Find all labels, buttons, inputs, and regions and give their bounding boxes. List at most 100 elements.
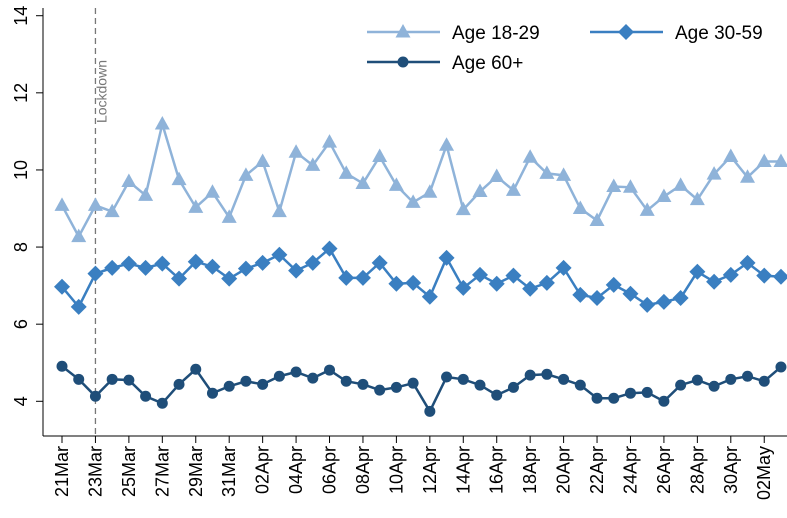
marker: [304, 254, 321, 271]
x-tick-label: 02Apr: [253, 446, 273, 494]
marker: [254, 254, 271, 271]
x-tick-label: 10Apr: [386, 446, 406, 494]
marker: [522, 149, 538, 163]
marker: [488, 275, 505, 292]
marker: [742, 370, 754, 382]
marker: [455, 279, 472, 296]
annotation: Lockdown: [93, 60, 109, 123]
marker: [87, 265, 104, 282]
marker: [658, 395, 670, 407]
marker: [507, 381, 519, 393]
marker: [123, 374, 135, 386]
marker: [472, 266, 488, 283]
marker: [618, 24, 634, 40]
marker: [340, 375, 352, 387]
marker: [255, 153, 271, 167]
marker: [187, 253, 204, 270]
marker: [672, 289, 689, 306]
marker: [457, 373, 469, 385]
y-tick-label: 6: [11, 319, 31, 329]
marker: [70, 298, 87, 315]
marker: [388, 177, 404, 191]
marker: [104, 203, 120, 218]
x-tick-label: 12Apr: [420, 446, 440, 494]
marker: [689, 263, 706, 280]
marker: [641, 386, 653, 398]
marker: [524, 369, 536, 381]
marker: [89, 390, 101, 402]
marker: [522, 280, 539, 297]
marker: [371, 254, 388, 271]
marker: [56, 360, 68, 372]
marker: [338, 269, 355, 286]
marker: [374, 384, 386, 396]
x-tick-label: 23Mar: [85, 446, 105, 497]
marker: [739, 254, 756, 271]
marker: [706, 273, 723, 290]
marker: [190, 363, 202, 375]
marker: [758, 375, 770, 387]
marker: [622, 285, 639, 302]
marker: [237, 260, 254, 277]
legend-label: Age 30-59: [675, 23, 763, 44]
marker: [606, 178, 622, 193]
marker: [438, 249, 455, 266]
marker: [441, 371, 453, 383]
legend-label: Age 60+: [452, 53, 523, 74]
marker: [307, 372, 319, 384]
marker: [188, 199, 204, 213]
marker: [173, 378, 185, 390]
marker: [675, 379, 687, 391]
marker: [722, 266, 739, 283]
marker: [756, 267, 773, 284]
marker: [589, 212, 605, 226]
marker: [154, 255, 171, 272]
x-tick-label: 04Apr: [286, 446, 306, 494]
marker: [357, 378, 369, 390]
marker: [505, 267, 522, 284]
marker: [156, 397, 168, 409]
marker: [622, 179, 638, 193]
marker: [605, 276, 622, 293]
marker: [723, 148, 739, 162]
marker: [338, 165, 354, 179]
marker: [290, 366, 302, 378]
marker: [624, 387, 636, 399]
marker: [572, 286, 589, 303]
marker: [775, 361, 787, 373]
marker: [54, 278, 70, 295]
marker: [639, 296, 656, 313]
marker: [71, 228, 87, 243]
x-tick-label: 02May: [754, 446, 774, 500]
marker: [288, 144, 304, 158]
marker: [405, 194, 421, 208]
marker: [138, 187, 154, 201]
marker: [120, 255, 137, 272]
marker: [773, 153, 787, 167]
x-tick-label: 29Mar: [186, 446, 206, 497]
marker: [691, 374, 703, 386]
x-tick-label: 25Mar: [119, 446, 139, 497]
marker: [324, 364, 336, 376]
marker: [372, 148, 388, 162]
marker: [591, 392, 603, 404]
y-tick-label: 14: [11, 6, 31, 26]
marker: [257, 378, 269, 390]
x-tick-label: 28Apr: [687, 446, 707, 494]
marker: [397, 56, 409, 68]
marker: [740, 169, 756, 183]
marker: [574, 379, 586, 391]
marker: [305, 157, 321, 171]
marker: [390, 381, 402, 393]
marker: [140, 390, 152, 402]
marker: [221, 209, 237, 223]
marker: [491, 389, 503, 401]
marker: [322, 134, 338, 148]
x-tick-label: 26Apr: [654, 446, 674, 494]
marker: [354, 269, 371, 286]
marker: [538, 274, 555, 291]
marker: [388, 275, 405, 292]
x-tick-label: 06Apr: [320, 446, 340, 494]
x-tick-label: 21Mar: [52, 446, 72, 497]
marker: [204, 184, 220, 198]
